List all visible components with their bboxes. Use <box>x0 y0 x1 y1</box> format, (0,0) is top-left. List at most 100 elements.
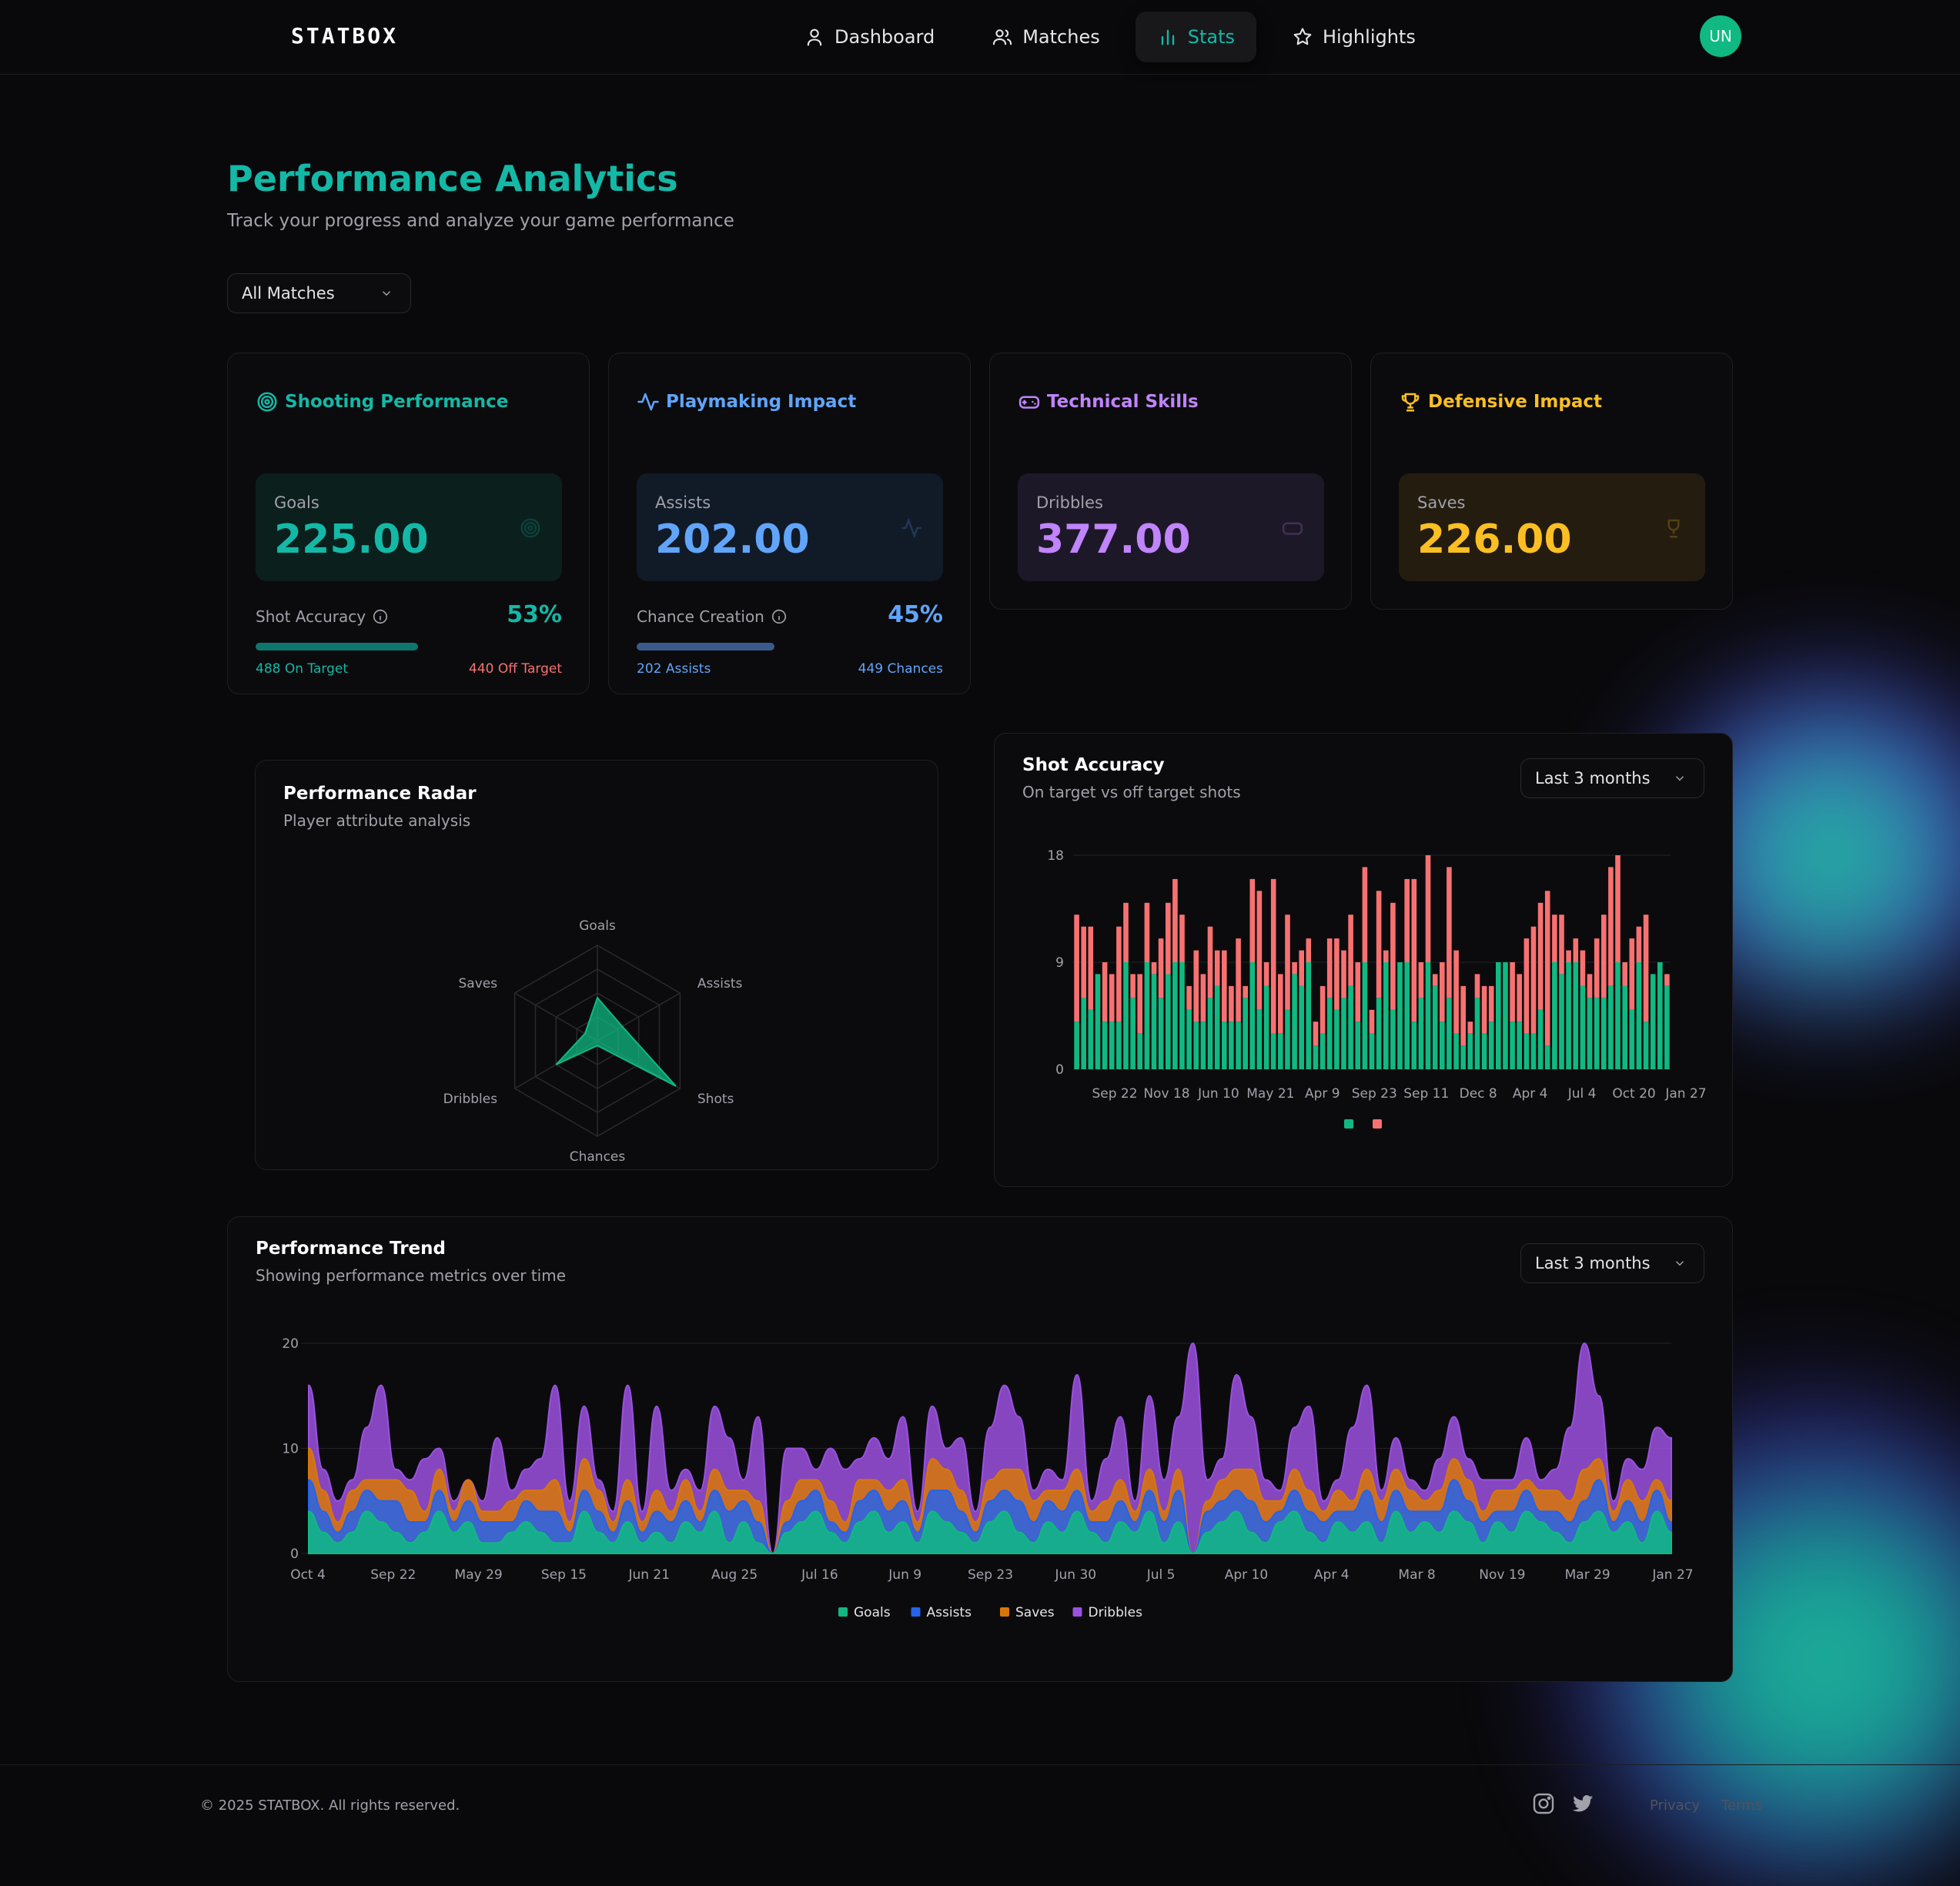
on-target-bar <box>1229 1022 1234 1069</box>
dribbles-legend-swatch <box>1072 1607 1082 1617</box>
target-icon <box>257 392 277 412</box>
off-target-bar <box>1243 985 1248 998</box>
radar-chart: Goals Assists Shots Chances Dribbles Saves <box>443 918 743 1165</box>
page-title: Performance Analytics <box>227 158 678 199</box>
area-x-tick-label: Jan 27 <box>1651 1567 1693 1583</box>
info-icon[interactable] <box>771 608 788 625</box>
on-target-bar <box>1650 974 1656 1069</box>
off-target-bar <box>1467 1022 1473 1034</box>
on-target-bar <box>1622 985 1627 1069</box>
area-x-tick-label: Sep 22 <box>370 1567 416 1583</box>
on-target-bar <box>1313 1045 1319 1069</box>
bar-x-tick-label: Apr 9 <box>1305 1086 1340 1102</box>
off-target-bar <box>1166 902 1171 975</box>
technical-card-title: Technical Skills <box>1047 392 1199 412</box>
bar-x-tick-label: Jun 10 <box>1197 1086 1239 1102</box>
on-target-bar <box>1425 962 1431 1069</box>
on-target-bar <box>1151 974 1157 1069</box>
match-filter-select[interactable]: All Matches <box>227 273 411 313</box>
bar-x-tick-label: Sep 23 <box>1352 1086 1397 1102</box>
instagram-icon[interactable] <box>1531 1791 1556 1816</box>
user-avatar[interactable]: UN <box>1700 15 1741 57</box>
off-target-bar <box>1144 902 1150 962</box>
off-target-bar <box>1453 950 1459 1034</box>
on-target-bar <box>1510 1022 1515 1069</box>
on-target-bar <box>1390 1009 1396 1069</box>
on-target-bar <box>1166 974 1171 1069</box>
nav-dashboard-label: Dashboard <box>835 26 935 48</box>
performance-trend-area-chart: 0 10 20 Oct 4 Sep 22 May 29 Sep 15 Jun 21 Aug 25… <box>282 1336 1693 1620</box>
on-target-bar <box>1440 1022 1445 1069</box>
privacy-link[interactable]: Privacy <box>1650 1797 1701 1814</box>
nav-stats[interactable]: Stats <box>1135 12 1256 62</box>
off-target-bar <box>1643 915 1649 1022</box>
off-target-bar <box>1236 938 1241 1022</box>
twitter-icon[interactable] <box>1570 1791 1595 1816</box>
on-target-bar <box>1601 998 1607 1069</box>
on-target-bar <box>1081 998 1086 1069</box>
area-x-tick-label: Jun 9 <box>888 1567 921 1583</box>
info-icon[interactable] <box>372 608 389 625</box>
on-target-bar <box>1657 962 1663 1069</box>
shot-accuracy-subtitle: On target vs off target shots <box>1022 783 1241 801</box>
off-target-bar <box>1530 926 1537 1034</box>
shot-accuracy-title: Shot Accuracy <box>1022 755 1165 775</box>
bar-x-tick-label: May 21 <box>1246 1086 1294 1102</box>
nav-matches[interactable]: Matches <box>970 12 1122 62</box>
area-x-tick-label: Mar 29 <box>1565 1567 1610 1583</box>
area-y-tick-label: 0 <box>290 1547 299 1562</box>
playmaking-card-header: Playmaking Impact <box>637 390 856 413</box>
shooting-card-header: Shooting Performance <box>256 390 508 413</box>
radar-subtitle: Player attribute analysis <box>283 811 471 830</box>
off-target-bar <box>1172 878 1178 962</box>
area-x-tick-label: Jul 16 <box>801 1567 838 1583</box>
on-target-bar <box>1664 985 1670 1069</box>
off-target-bar <box>1123 902 1129 962</box>
bar-x-tick-label: Apr 4 <box>1513 1086 1548 1102</box>
off-target-bar <box>1481 985 1487 1034</box>
on-target-bar <box>1573 962 1579 1069</box>
chevron-down-icon <box>1675 1261 1684 1266</box>
off-target-bar <box>1102 962 1108 1022</box>
off-target-bar <box>1081 926 1086 998</box>
assists-label: Assists <box>655 493 711 512</box>
on-target-bar <box>1587 998 1593 1069</box>
nav-dashboard[interactable]: Dashboard <box>782 12 956 62</box>
area-x-tick-label: Sep 23 <box>968 1567 1013 1583</box>
defensive-impact-card: Defensive Impact Saves 226.00 <box>1370 353 1733 610</box>
radar-axis-line <box>514 992 598 1042</box>
nav-highlights[interactable]: Highlights <box>1270 12 1437 62</box>
on-target-bar <box>1292 974 1297 1069</box>
chance-creation-percent: 45% <box>888 601 943 628</box>
playmaking-card-title: Playmaking Impact <box>666 392 857 412</box>
area-x-tick-label: Jun 30 <box>1055 1567 1097 1583</box>
star-icon <box>1293 28 1312 45</box>
trend-range-select[interactable]: Last 3 months <box>1520 1243 1704 1283</box>
bar-x-tick-label: Dec 8 <box>1460 1086 1497 1102</box>
off-target-bar <box>1517 974 1522 1022</box>
area-x-tick-label: Sep 15 <box>541 1567 587 1583</box>
trend-range-value: Last 3 months <box>1535 1254 1651 1272</box>
users-icon <box>993 29 1012 45</box>
off-target-bar <box>1158 938 1164 998</box>
gamepad-icon <box>1018 396 1040 409</box>
on-target-bar <box>1432 985 1438 1069</box>
on-target-count: 488 On Target <box>256 661 349 677</box>
area-x-tick-label: Apr 10 <box>1225 1567 1268 1583</box>
dribbles-label: Dribbles <box>1036 493 1103 512</box>
on-target-bar <box>1222 1022 1227 1069</box>
assists-legend-label: Assists <box>927 1605 972 1620</box>
shot-accuracy-label-row: Shot Accuracy <box>256 607 562 626</box>
on-target-bar <box>1636 962 1642 1069</box>
off-target-bar <box>1200 974 1206 1022</box>
off-target-bar <box>1270 878 1276 1034</box>
off-target-bar <box>1355 962 1361 1022</box>
terms-link[interactable]: Terms <box>1721 1797 1763 1814</box>
top-header: STATBOX Dashboard Matches Stats Highligh… <box>0 0 1960 75</box>
on-target-bar <box>1594 998 1600 1069</box>
off-target-bar <box>1622 962 1627 986</box>
on-target-bar <box>1383 962 1389 1069</box>
on-target-legend-swatch <box>1344 1119 1353 1129</box>
off-target-bar <box>1341 950 1346 998</box>
brand-logo[interactable]: STATBOX <box>291 23 399 48</box>
